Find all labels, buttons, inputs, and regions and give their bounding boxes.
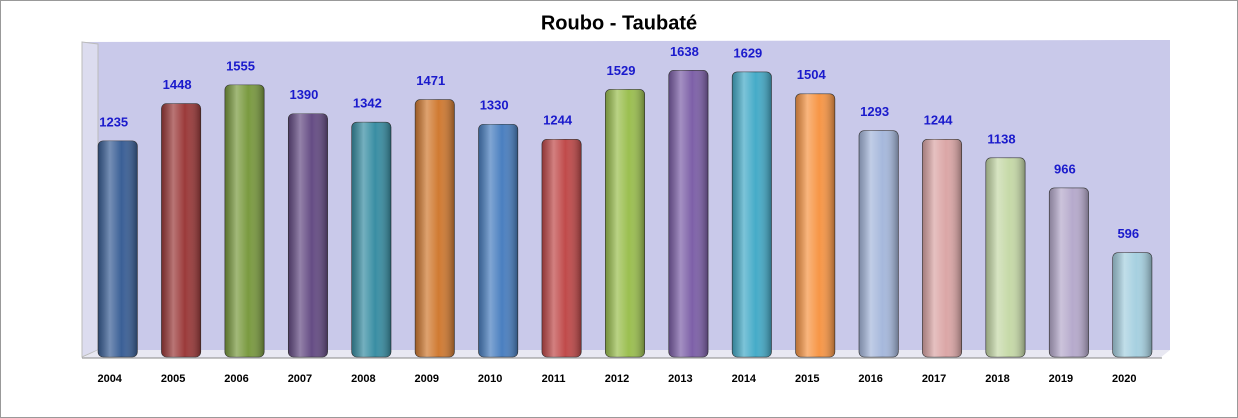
x-tick-label: 2008 <box>351 373 375 385</box>
value-label: 1555 <box>226 58 255 73</box>
x-tick-label: 2004 <box>97 373 122 385</box>
bar-shading <box>858 130 899 357</box>
x-tick-label: 2017 <box>922 373 946 385</box>
value-label: 966 <box>1054 161 1076 176</box>
value-label: 1244 <box>924 113 954 128</box>
value-label: 1448 <box>163 77 192 92</box>
value-label: 1471 <box>416 73 445 88</box>
x-tick-label: 2010 <box>478 373 502 385</box>
value-label: 596 <box>1117 226 1139 241</box>
x-tick-label: 2018 <box>985 373 1009 385</box>
bar-shading <box>732 71 772 358</box>
x-tick-label: 2007 <box>288 373 312 385</box>
bar-shading <box>98 140 138 357</box>
x-tick-label: 2009 <box>415 373 439 385</box>
x-tick-label: 2020 <box>1112 373 1136 385</box>
x-tick-label: 2005 <box>161 373 185 385</box>
value-label: 1138 <box>987 131 1015 146</box>
value-label: 1529 <box>607 63 636 78</box>
x-tick-label: 2012 <box>605 373 629 385</box>
bar-shading <box>985 157 1026 357</box>
x-tick-label: 2011 <box>542 373 566 385</box>
value-label: 1235 <box>99 114 128 129</box>
value-label: 1504 <box>797 67 827 82</box>
bar-shading <box>1049 187 1089 357</box>
bar-shading <box>351 122 392 358</box>
x-tick-label: 2019 <box>1049 373 1073 385</box>
x-tick-label: 2016 <box>858 373 882 385</box>
bar-shading <box>288 113 328 357</box>
value-label: 1638 <box>670 44 699 59</box>
bar-shading <box>478 124 518 357</box>
bar-shading <box>922 139 962 357</box>
value-label: 1330 <box>480 98 509 113</box>
x-tick-label: 2014 <box>732 373 757 385</box>
bar-shading <box>795 93 835 358</box>
bar-shading <box>541 139 582 357</box>
x-tick-label: 2015 <box>795 373 819 385</box>
bar-shading <box>668 70 709 357</box>
side-wall <box>81 41 99 358</box>
bar-shading <box>605 89 645 358</box>
value-label: 1629 <box>733 45 762 60</box>
value-label: 1390 <box>289 87 318 102</box>
value-label: 1244 <box>543 113 573 128</box>
value-label: 1342 <box>353 96 382 111</box>
x-tick-label: 2006 <box>224 373 248 385</box>
bar-shading <box>1112 252 1152 357</box>
bar-shading <box>224 84 265 357</box>
bar-shading <box>161 103 201 357</box>
chart-title: Roubo - Taubaté <box>541 12 697 34</box>
x-tick-label: 2013 <box>668 373 692 385</box>
value-label: 1293 <box>860 104 889 119</box>
bar-shading <box>415 99 455 357</box>
